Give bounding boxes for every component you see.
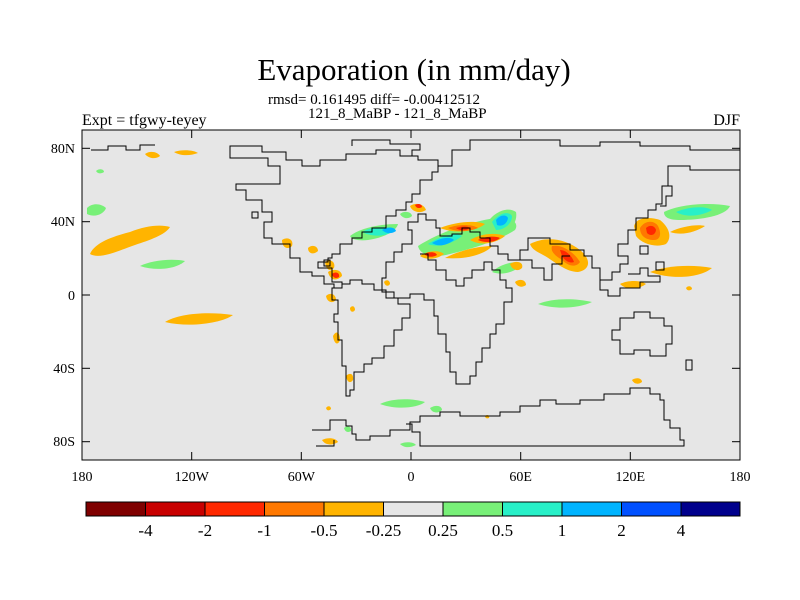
colorbar-box — [561, 501, 622, 517]
contour-fill-orange — [145, 151, 160, 159]
contour-fill-orange — [350, 306, 355, 312]
contour-fill-green — [140, 259, 185, 269]
coastline-australia — [611, 311, 673, 357]
contour-fill-orange — [308, 245, 318, 254]
colorbar: -4 -2 -1 -0.5 -0.25 0.25 0.5 1 2 4 — [85, 501, 741, 540]
contour-fill-orange — [445, 246, 492, 259]
contour-fill-green — [380, 399, 425, 408]
coastline-india — [520, 255, 570, 281]
x-tick-label: 60E — [509, 470, 532, 485]
contour-fill-green — [430, 405, 442, 413]
contour-fill-green — [344, 426, 352, 432]
contour-fill-green — [96, 169, 104, 174]
y-tick-label: 40N — [51, 215, 75, 230]
contour-fill-orange — [670, 225, 705, 234]
contour-fill-orange — [90, 225, 170, 256]
colorbar-label: -4 — [138, 521, 153, 540]
map-background — [82, 130, 740, 460]
coastline-north-america — [91, 144, 439, 289]
contour-fill-orange — [515, 279, 526, 287]
colorbar-box — [85, 501, 146, 517]
contour-fill-red — [646, 225, 656, 235]
colorbar-box — [264, 501, 325, 517]
y-tick-label: 40S — [53, 362, 75, 377]
y-axis-labels: 80N 40N 0 40S 80S — [51, 142, 75, 450]
colorbar-label: 2 — [617, 521, 626, 540]
y-tick-label: 0 — [68, 289, 75, 304]
contour-fill-orange — [174, 150, 198, 156]
colorbar-box — [204, 501, 265, 517]
colorbar-label: 4 — [677, 521, 686, 540]
contour-fill-green — [400, 442, 416, 448]
coastline-islands — [251, 211, 665, 271]
subtitle: 121_8_MaBP - 121_8_MaBP — [308, 106, 487, 122]
colorbar-box — [323, 501, 384, 517]
colorbar-label: -1 — [257, 521, 271, 540]
x-tick-label: 180 — [730, 470, 751, 485]
contour-fill-green — [87, 204, 106, 216]
colorbar-label: -0.5 — [311, 521, 338, 540]
contour-fill-orange — [686, 286, 692, 291]
axis-ticks — [81, 130, 741, 460]
coastline-antarctica — [312, 387, 685, 447]
map-title: Evaporation (in mm/day) — [257, 52, 571, 87]
x-tick-label: 180 — [72, 470, 93, 485]
y-tick-label: 80N — [51, 142, 75, 157]
contour-fill-orange — [326, 406, 331, 411]
coastlines — [91, 139, 740, 447]
contour-fill-orange — [632, 378, 642, 384]
experiment-label: Expt = tfgwy-teyey — [82, 112, 207, 129]
colorbar-label: 0.25 — [428, 521, 458, 540]
colorbar-box — [621, 501, 682, 517]
x-axis-labels: 180 120W 60W 0 60E 120E 180 — [72, 470, 751, 485]
colorbar-label: -2 — [198, 521, 212, 540]
contour-fill-blue — [382, 227, 396, 234]
contour-fill-cyan — [676, 207, 712, 216]
stats-line: rmsd= 0.161495 diff= -0.00412512 — [268, 92, 481, 108]
coastline-south-america — [331, 279, 411, 397]
contour-fill-blue — [496, 215, 508, 226]
x-tick-label: 120W — [175, 470, 210, 485]
colorbar-box — [383, 501, 444, 517]
contour-fill-orange — [384, 280, 390, 286]
colorbar-label: -0.25 — [366, 521, 401, 540]
contour-fill-orange — [510, 261, 523, 271]
contour-fill-orange — [165, 313, 233, 325]
colorbar-label: 1 — [558, 521, 567, 540]
x-tick-label: 0 — [408, 470, 415, 485]
contour-fill-red — [332, 272, 340, 278]
contour-fill-green — [400, 211, 412, 219]
contour-fill-blue — [432, 237, 454, 246]
coastline-se-asia — [599, 267, 661, 297]
x-tick-label: 60W — [288, 470, 316, 485]
season-label: DJF — [713, 112, 740, 129]
contour-fill-orange — [346, 373, 354, 383]
contour-fill-green — [538, 299, 592, 308]
contour-fill-orange — [650, 265, 712, 277]
contour-fill-red — [415, 203, 422, 209]
contour-fill-red — [424, 252, 437, 257]
coastline-africa-eurasia — [381, 139, 740, 385]
contour-fill-orange — [410, 203, 426, 213]
y-tick-label: 80S — [53, 435, 75, 450]
colorbar-box — [680, 501, 741, 517]
colorbar-box — [442, 501, 503, 517]
coastline-greenland — [351, 139, 421, 157]
coastline-japan — [660, 185, 673, 207]
colorbar-box — [502, 501, 563, 517]
coastline-new-zealand — [685, 359, 693, 371]
colorbar-label: 0.5 — [492, 521, 513, 540]
colorbar-box — [145, 501, 206, 517]
x-tick-label: 120E — [616, 470, 646, 485]
